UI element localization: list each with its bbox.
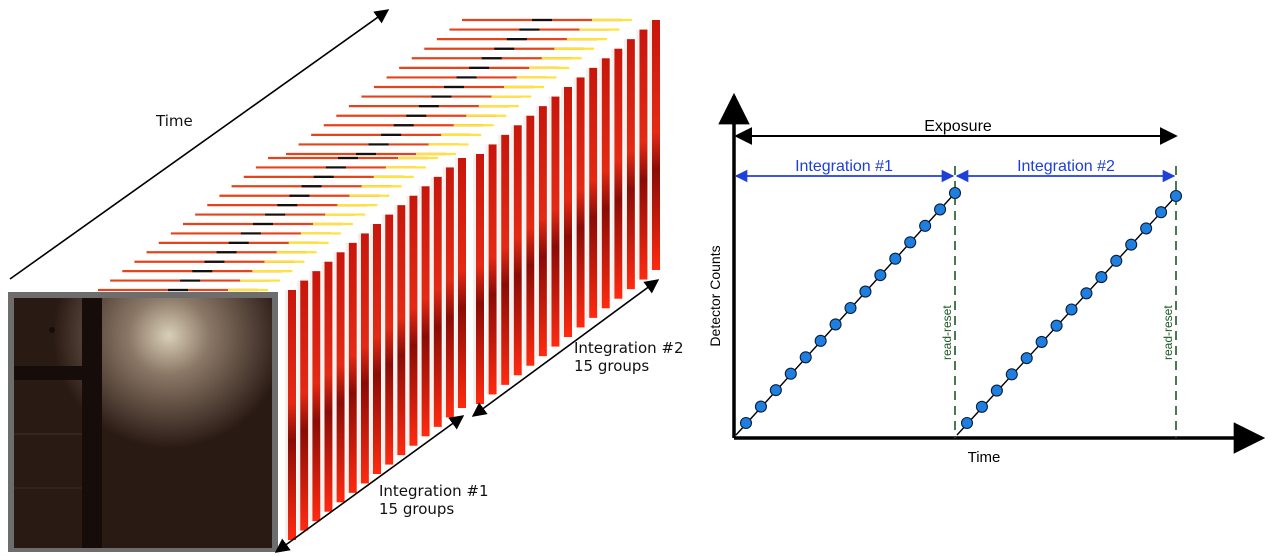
integration-2-groups: 15 groups <box>574 357 649 375</box>
read-reset-label-2: read-reset <box>1161 305 1175 360</box>
integration-2-point <box>1080 287 1093 300</box>
read-reset-label-1: read-reset <box>940 305 954 360</box>
integration-1-point <box>754 400 767 413</box>
integration-2-frame <box>361 95 560 347</box>
integration-1-point <box>904 236 917 249</box>
integration-1-title: Integration #1 <box>379 482 489 500</box>
integration-2-point <box>975 400 988 413</box>
integration-2-point <box>1125 238 1138 251</box>
detector-vertical-bar <box>82 298 102 548</box>
integration-1-span-arrow <box>274 415 465 553</box>
integration-2-frame <box>399 66 598 318</box>
integration-1-point <box>739 416 753 430</box>
integration-1-point <box>874 269 887 282</box>
integration-1-point <box>889 252 902 265</box>
integration-2-point <box>1005 368 1018 381</box>
integration-1-point <box>934 203 947 216</box>
exposure-label: Exposure <box>924 118 992 135</box>
integration-2-frame <box>462 18 660 270</box>
time-axis-arrow <box>9 9 390 280</box>
integration-2-frame <box>386 76 585 328</box>
integration-2-frame <box>323 124 522 376</box>
integration-1-frame-stack <box>98 156 466 540</box>
integration-1-frame <box>146 251 345 503</box>
integration-2-point <box>1035 335 1048 348</box>
integration-2-title: Integration #2 <box>574 339 684 357</box>
integration-1-frame <box>98 288 296 540</box>
ramp-series <box>735 186 1183 436</box>
integration-1-frame <box>219 194 418 446</box>
integration-2-frame <box>348 105 547 357</box>
detector-horizontal-bar <box>14 366 102 380</box>
ramp-plot: Exposure Integration #1 Integration #2 r… <box>707 92 1266 466</box>
y-axis-label: Detector Counts <box>707 245 723 346</box>
integration-2-frame <box>286 152 484 404</box>
integration-1-span-label: Integration #1 <box>795 158 893 175</box>
integration-1-frame <box>158 241 357 493</box>
integration-1-point <box>814 334 827 347</box>
integration-2-point <box>1155 206 1168 219</box>
integration-2-span-arrow <box>471 279 660 417</box>
integration-2-frame <box>424 47 623 299</box>
integration-2-point <box>960 416 974 430</box>
front-detector-frame <box>8 292 278 552</box>
integration-1-point <box>784 367 797 380</box>
time-label: Time <box>155 112 193 130</box>
integration-2-point <box>1140 222 1153 235</box>
x-axis-label: Time <box>968 449 1001 466</box>
integration-2-frame <box>411 57 610 309</box>
integration-2-point <box>1020 352 1033 365</box>
integration-1-frame <box>134 260 333 512</box>
integration-2-frame <box>449 28 648 280</box>
integration-1-point <box>844 301 857 315</box>
integration-1-frame <box>183 222 381 474</box>
integration-2-span-label: Integration #2 <box>1017 158 1115 175</box>
integration-2-frame <box>311 133 510 385</box>
integration-1-point <box>919 219 932 232</box>
integration-1-point <box>859 285 872 298</box>
integration-1-frame <box>207 204 406 456</box>
integration-2-frame-stack <box>286 18 660 404</box>
integration-2-frame <box>298 143 497 395</box>
integration-2-point <box>1095 271 1108 284</box>
integration-2-frame <box>374 85 572 337</box>
integration-2-frame <box>336 114 535 366</box>
integration-2-point <box>1065 303 1078 316</box>
integration-1-frame <box>231 185 430 437</box>
integration-1-frame <box>255 166 454 418</box>
integration-1-frame <box>243 175 442 427</box>
integration-1-frame <box>268 156 466 408</box>
integration-1-frame <box>170 232 369 484</box>
integration-1-point <box>769 384 782 397</box>
integration-1-point <box>948 186 962 200</box>
integration-1-frame <box>110 279 309 531</box>
integration-2-frame <box>436 38 635 290</box>
integration-1-frame <box>122 270 321 522</box>
integration-2-point <box>1169 189 1183 203</box>
integration-2-point <box>1110 254 1123 267</box>
integration-1-point <box>799 351 812 364</box>
integration-2-point <box>1050 319 1063 332</box>
integration-1-point <box>829 318 842 331</box>
integration-2-point <box>990 384 1003 397</box>
integration-1-groups: 15 groups <box>379 500 454 518</box>
integration-1-frame <box>195 213 394 465</box>
frame-stack-figure: Time Integration #1 15 groups Integratio… <box>8 9 684 553</box>
